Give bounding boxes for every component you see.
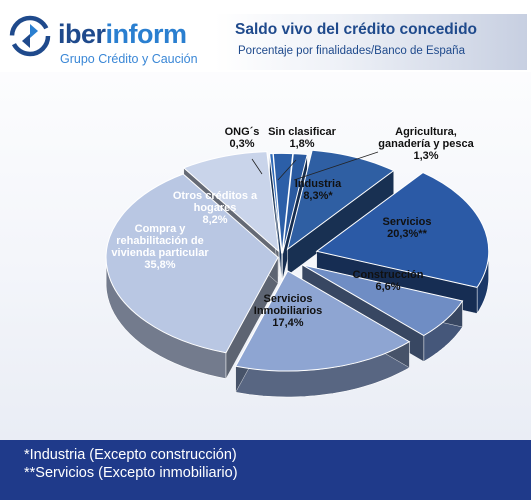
slice-name-label: ONG´s — [225, 126, 260, 138]
slice-value-label: 0,3% — [229, 138, 254, 150]
slice-label: Compra y rehabilitación de vivienda partic… — [111, 223, 209, 271]
slice-name-label: rehabilitación de — [116, 235, 203, 247]
slice-name-label: Sin clasificar — [268, 126, 337, 138]
pie-slice — [234, 270, 411, 372]
slice-name-label: vivienda particular — [111, 247, 209, 259]
leader-line — [251, 158, 263, 175]
circular-arrows-logo-icon — [9, 15, 51, 57]
slice-label: Otros créditos a hogares 8,2% — [173, 190, 258, 226]
leader-line — [277, 159, 297, 181]
pie-slice — [282, 153, 308, 254]
pie-slice — [182, 151, 280, 253]
slice-name-label: Industria — [295, 178, 342, 190]
brand-name-dark: iber — [58, 19, 106, 49]
slice-value-label: 35,8% — [144, 259, 175, 271]
slice-value-label: 6,6% — [375, 281, 400, 293]
slice-label: ONG´s 0,3% — [225, 126, 260, 150]
slice-name-label: Construcción — [353, 269, 424, 281]
slice-label: Construcción 6,6% — [353, 269, 424, 293]
chart-subtitle: Porcentaje por finalidades/Banco de Espa… — [238, 45, 465, 57]
chart-title: Saldo vivo del crédito concedido — [235, 21, 478, 38]
slice-name-label: hogares — [194, 202, 237, 214]
brand-logo: iberinform Grupo Crédito y Caución — [8, 14, 208, 72]
brand-name-light: inform — [105, 19, 188, 49]
pie-slice — [301, 264, 464, 337]
slice-label: Agricultura, ganadería y pesca 1,3% — [378, 126, 474, 162]
slice-value-label: 1,3% — [413, 150, 438, 162]
slice-name-label: Agricultura, — [395, 126, 457, 138]
footer-notes: *Industria (Excepto construcción) **Serv… — [0, 440, 531, 500]
pie-slice — [315, 172, 490, 288]
slice-value-label: 8,2% — [202, 214, 227, 226]
slice-name-label: Compra y — [135, 223, 187, 235]
slice-value-label: 1,8% — [289, 138, 314, 150]
slice-name-label: Servicios — [383, 216, 432, 228]
footnote-servicios: **Servicios (Excepto inmobiliario) — [24, 465, 238, 481]
title-box: Saldo vivo del crédito concedido Porcent… — [215, 14, 527, 70]
slice-label: Industria 8,3%* — [295, 178, 342, 202]
footnote-industria: *Industria (Excepto construcción) — [24, 447, 237, 463]
leader-line — [293, 151, 379, 181]
slice-value-label: 8,3%* — [303, 190, 333, 202]
pie-slice — [269, 152, 283, 254]
slice-value-label: 17,4% — [272, 317, 303, 329]
slice-label: Servicios Inmobiliarios 17,4% — [254, 293, 322, 329]
pie-chart: ONG´s 0,3% Sin clasificar 1,8% Agricultura, g… — [105, 126, 490, 398]
slice-label: Sin clasificar 1,8% — [268, 126, 337, 150]
pie-slice — [105, 173, 279, 354]
pie-slice — [286, 149, 395, 251]
slice-name-label: ganadería y pesca — [378, 138, 474, 150]
slice-label: Servicios 20,3%** — [383, 216, 432, 240]
header: iberinform Grupo Crédito y Caución Saldo… — [0, 0, 531, 72]
brand-name: iberinform — [58, 18, 187, 50]
slice-name-label: Servicios — [264, 293, 313, 305]
slice-name-label: Otros créditos a — [173, 190, 258, 202]
brand-tagline: Grupo Crédito y Caución — [60, 52, 198, 66]
slice-name-label: Inmobiliarios — [254, 305, 322, 317]
slice-value-label: 20,3%** — [387, 228, 427, 240]
